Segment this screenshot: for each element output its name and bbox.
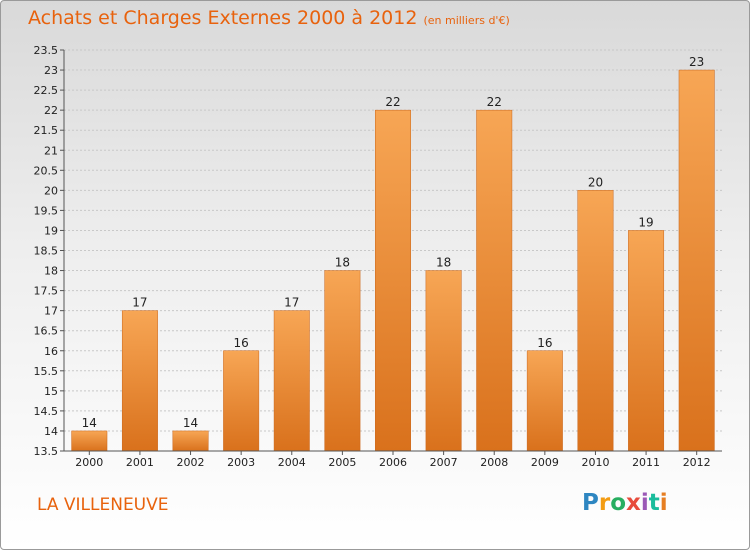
logo-letter: r (598, 490, 611, 516)
data-label-2007: 18 (436, 256, 451, 270)
data-label-2003: 16 (234, 336, 249, 350)
x-tick-label-2001: 2001 (126, 456, 154, 469)
bar-2001 (121, 310, 158, 452)
x-tick-label-2006: 2006 (379, 456, 407, 469)
y-tick-label: 19 (44, 224, 58, 237)
bar-2003 (223, 350, 260, 452)
proxiti-logo: Proxiti (582, 490, 668, 516)
y-tick-label: 13.5 (34, 445, 59, 458)
data-label-2012: 23 (689, 55, 704, 69)
bar-2008 (476, 109, 513, 452)
y-tick-label: 18.5 (34, 245, 59, 258)
x-tick-label-2004: 2004 (278, 456, 306, 469)
labels: 13.5 14 14.5 15 15.5 16 16.5 17 17.5 18 18.5 19 19.5… (34, 44, 711, 469)
data-label-2009: 16 (537, 336, 552, 350)
y-tick-label: 23 (44, 64, 58, 77)
logo-letter: x (626, 490, 641, 516)
y-tick-label: 15.5 (34, 365, 59, 378)
logo-letter: o (610, 490, 627, 516)
chart-title: Achats et Charges Externes 2000 à 2012 (e… (28, 7, 510, 29)
y-tick-label: 17 (44, 305, 58, 318)
y-tick-label: 22.5 (34, 84, 59, 97)
y-tick-label: 23.5 (34, 44, 59, 57)
x-tick-label-2005: 2005 (328, 456, 356, 469)
data-label-2006: 22 (385, 95, 400, 109)
logo-letter: t (648, 490, 660, 516)
y-tick-label: 22 (44, 104, 58, 117)
x-tick-label-2012: 2012 (683, 456, 711, 469)
chart-unit: (en milliers d'€) (423, 14, 510, 27)
y-tick-label: 20 (44, 184, 58, 197)
x-tick-label-2011: 2011 (632, 456, 660, 469)
x-tick-label-2007: 2007 (430, 456, 458, 469)
commune-name: LA VILLENEUVE (37, 495, 169, 515)
bar-2004 (273, 310, 310, 452)
bar-2002 (172, 430, 209, 452)
data-label-2005: 18 (335, 256, 350, 270)
bar-2009 (526, 350, 563, 452)
data-label-2001: 17 (132, 296, 147, 310)
bar-2012 (678, 69, 715, 452)
x-tick-label-2009: 2009 (531, 456, 559, 469)
x-tick-label-2003: 2003 (227, 456, 255, 469)
chart-title-text: Achats et Charges Externes 2000 à 2012 (28, 7, 418, 29)
axes (60, 49, 722, 455)
logo-letter: i (640, 490, 649, 516)
bar-2006 (375, 109, 411, 452)
bar-2011 (628, 230, 665, 452)
x-tick-label-2010: 2010 (581, 456, 609, 469)
y-tick-label: 14 (44, 425, 58, 438)
x-tick-label-2002: 2002 (177, 456, 205, 469)
logo-letter: P (582, 490, 599, 516)
y-tick-label: 17.5 (34, 285, 59, 298)
y-tick-label: 20.5 (34, 164, 59, 177)
data-label-2002: 14 (183, 416, 198, 430)
y-tick-label: 14.5 (34, 405, 59, 418)
data-label-2008: 22 (487, 95, 502, 109)
x-tick-label-2008: 2008 (480, 456, 508, 469)
y-tick-label: 18 (44, 265, 58, 278)
bar-2010 (577, 190, 614, 452)
bar-2005 (324, 270, 361, 452)
bar-2000 (71, 430, 108, 452)
data-label-2004: 17 (284, 296, 299, 310)
x-tick-label-2000: 2000 (75, 456, 103, 469)
logo-letter: i (659, 490, 668, 516)
y-tick-label: 16 (44, 345, 58, 358)
y-tick-label: 21 (44, 144, 58, 157)
bar-2007 (425, 270, 462, 452)
y-tick-label: 16.5 (34, 325, 59, 338)
y-tick-label: 19.5 (34, 204, 59, 217)
data-label-2000: 14 (82, 416, 97, 430)
y-tick-label: 21.5 (34, 124, 59, 137)
y-tick-label: 15 (44, 385, 58, 398)
data-label-2011: 19 (638, 215, 653, 229)
data-label-2010: 20 (588, 175, 603, 189)
bars (71, 69, 715, 452)
